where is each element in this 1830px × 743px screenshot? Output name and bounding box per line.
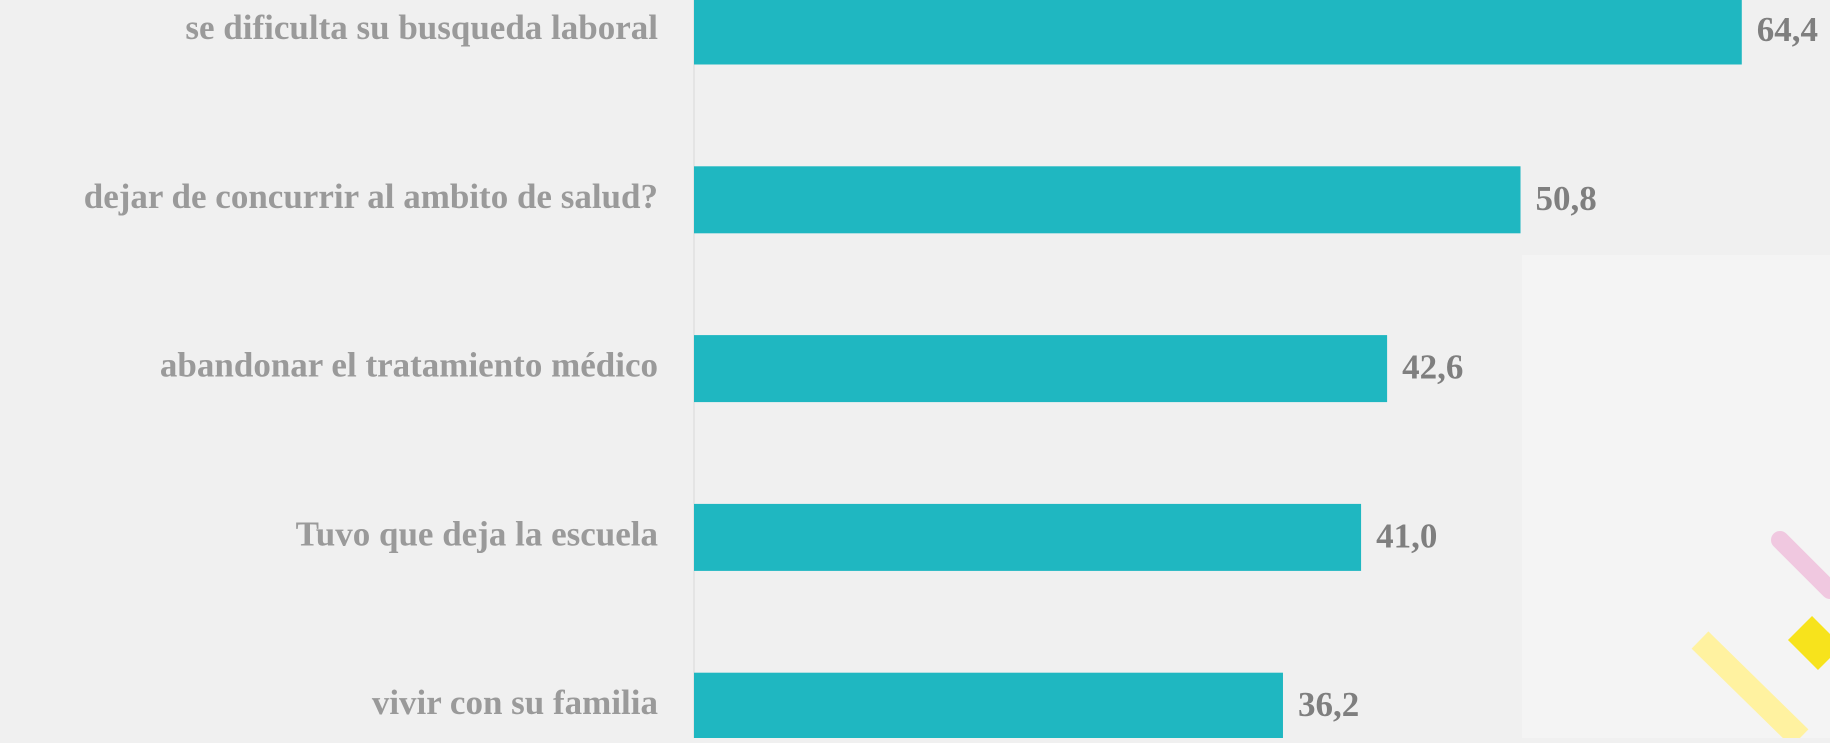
background-panel	[1522, 255, 1830, 738]
value-label: 50,8	[1536, 179, 1597, 218]
decor-stripe	[1800, 628, 1830, 658]
bar	[694, 0, 1742, 65]
value-label: 64,4	[1757, 10, 1818, 49]
category-label: vivir con su familia	[372, 683, 658, 722]
value-label: 42,6	[1402, 348, 1463, 387]
value-label: 36,2	[1298, 685, 1359, 724]
category-label: abandonar el tratamiento médico	[160, 346, 658, 385]
category-label: dejar de concurrir al ambito de salud?	[84, 177, 658, 216]
category-label: Tuvo que deja la escuela	[296, 514, 658, 553]
category-label: se dificulta su busqueda laboral	[185, 8, 658, 47]
bar	[694, 335, 1387, 402]
chart: se dificulta su busqueda laboral 64,4 deja…	[0, 0, 1830, 738]
bar	[694, 673, 1283, 738]
bar	[694, 504, 1361, 571]
value-label: 41,0	[1376, 516, 1437, 555]
page: {"chart_data": {"type": "bar", "orientat…	[0, 0, 1830, 738]
bar	[694, 166, 1521, 233]
